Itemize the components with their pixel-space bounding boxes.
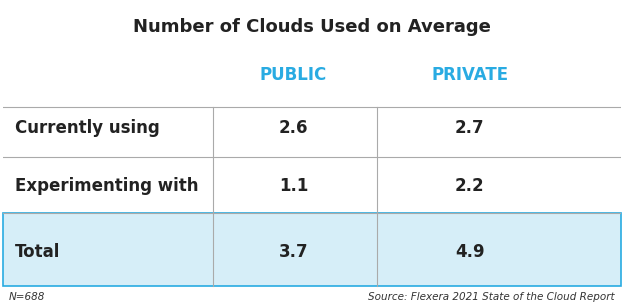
Text: PUBLIC: PUBLIC — [260, 66, 327, 84]
Text: N=688: N=688 — [9, 292, 46, 302]
Text: Source: Flexera 2021 State of the Cloud Report: Source: Flexera 2021 State of the Cloud … — [368, 292, 615, 302]
Text: Experimenting with: Experimenting with — [15, 177, 198, 195]
Text: Currently using: Currently using — [15, 119, 160, 137]
FancyBboxPatch shape — [2, 213, 622, 286]
Text: 2.7: 2.7 — [455, 119, 484, 137]
Text: 1.1: 1.1 — [279, 177, 308, 195]
Text: Total: Total — [15, 243, 61, 261]
Text: PRIVATE: PRIVATE — [431, 66, 509, 84]
Text: 3.7: 3.7 — [279, 243, 308, 261]
Text: 2.2: 2.2 — [455, 177, 484, 195]
Text: 4.9: 4.9 — [455, 243, 484, 261]
Text: Number of Clouds Used on Average: Number of Clouds Used on Average — [133, 18, 491, 36]
Text: 2.6: 2.6 — [279, 119, 308, 137]
